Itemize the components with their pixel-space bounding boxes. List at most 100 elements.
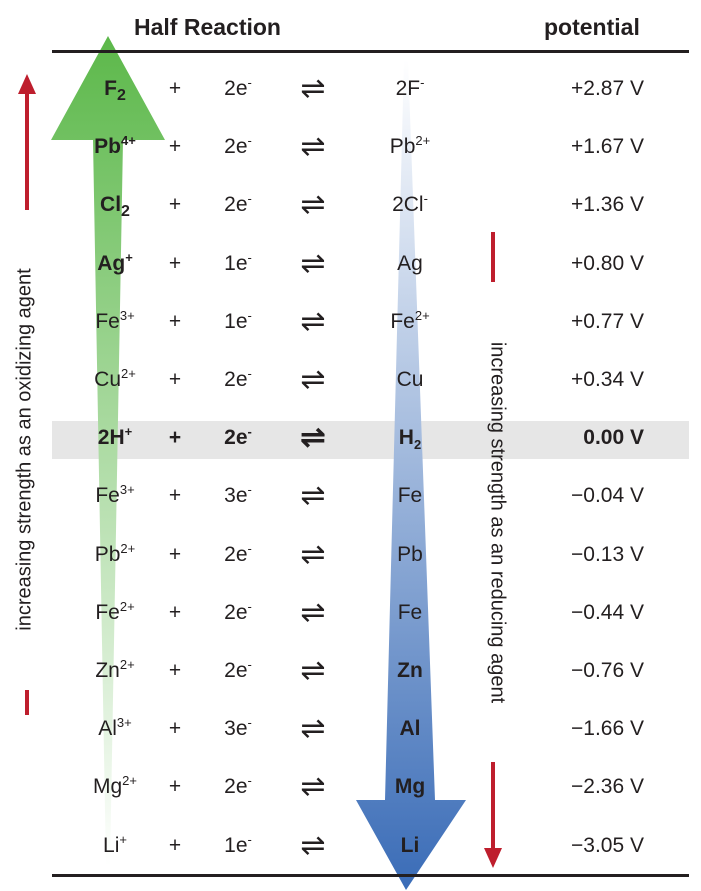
plus-sign: + [168, 426, 182, 450]
oxidizing-strength-arrow [51, 36, 165, 866]
equilibrium-arrows-icon: ⇌ [300, 130, 326, 164]
species-symbol: 2Cl [392, 193, 424, 217]
electron-count: 2e- [200, 651, 276, 691]
charge-superscript: 2+ [119, 598, 135, 614]
charge-superscript: - [423, 191, 428, 207]
reduced-species: Pb [350, 535, 470, 575]
species-symbol: Fe [95, 600, 120, 624]
reduced-species: Fe [350, 593, 470, 633]
charge-superscript: 2+ [415, 133, 431, 149]
equilibrium-arrows-icon: ⇌ [300, 770, 326, 804]
oxidized-species: 2H+ [60, 418, 170, 458]
plus-sign: + [168, 135, 182, 159]
standard-potential: −2.36 V [571, 775, 644, 799]
half-reaction-header: Half Reaction [134, 14, 281, 40]
equilibrium-arrows-icon: ⇌ [300, 421, 326, 455]
oxidized-species: Pb2+ [60, 535, 170, 575]
equilibrium-arrows-icon: ⇌ [300, 188, 326, 222]
plus-sign: + [168, 309, 182, 333]
species-symbol: H [398, 426, 414, 450]
electron-charge: - [247, 773, 252, 789]
plus-sign: + [168, 77, 182, 100]
species-symbol: Fe [95, 309, 120, 333]
species-symbol: Fe [397, 600, 423, 624]
half-reaction-row: Li+ +1e- ⇌ Li −3.05 V [0, 826, 701, 866]
standard-potential: +0.77 V [571, 309, 644, 333]
charge-superscript: 2+ [120, 540, 136, 556]
standard-potential: −0.44 V [571, 600, 644, 624]
species-symbol: Li [400, 833, 420, 857]
species-symbol: Mg [394, 775, 426, 799]
plus-sign: + [168, 484, 182, 508]
subscript: 2 [121, 203, 130, 221]
electron-charge: - [247, 191, 252, 207]
oxidized-species: Al3+ [60, 709, 170, 749]
species-symbol: Cu [396, 368, 424, 391]
electron-count: 2e- [200, 418, 276, 458]
oxidized-species: Ag+ [60, 244, 170, 284]
species-symbol: Pb [94, 542, 121, 566]
half-reaction-row: Cl2 +2e- ⇌ 2Cl- +1.36 V [0, 185, 701, 225]
species-symbol: F [104, 77, 117, 100]
top-rule [52, 50, 689, 53]
electron-label: 1e [224, 309, 248, 333]
species-symbol: 2H [97, 426, 125, 450]
electron-count: 1e- [200, 244, 276, 284]
electron-charge: - [247, 657, 252, 672]
reduced-species: Fe2+ [350, 302, 470, 342]
electron-charge: - [247, 75, 252, 90]
charge-superscript: 4+ [121, 133, 136, 149]
species-symbol: Ag [97, 251, 126, 275]
electron-count: 2e- [200, 69, 276, 109]
reducing-strength-arrow [356, 60, 466, 890]
oxidized-species: F2 [60, 69, 170, 109]
electron-label: 2e [224, 542, 248, 566]
plus-sign: + [168, 600, 182, 624]
species-symbol: Pb [94, 135, 121, 159]
electron-label: 2e [224, 426, 248, 450]
reduced-species: Ag [350, 244, 470, 284]
plus-sign: + [168, 542, 182, 566]
species-symbol: Cl [100, 193, 122, 217]
electron-charge: - [247, 133, 252, 149]
electron-label: 1e [224, 251, 248, 275]
half-reaction-row: Mg2+ +2e- ⇌ Mg −2.36 V [0, 767, 701, 807]
plus-sign: + [168, 251, 182, 275]
electron-label: 2e [224, 659, 248, 682]
half-reaction-row: 2H+ +2e- ⇌ H2 0.00 V [0, 418, 701, 458]
reduced-species: Pb2+ [350, 127, 470, 167]
plus-sign: + [168, 833, 182, 857]
electron-label: 2e [224, 600, 248, 624]
electron-label: 3e [224, 484, 248, 508]
equilibrium-arrows-icon: ⇌ [300, 479, 326, 513]
equilibrium-arrows-icon: ⇌ [300, 72, 326, 105]
standard-potential: −0.76 V [571, 659, 644, 682]
electron-count: 3e- [200, 709, 276, 749]
standard-potential: +0.80 V [571, 251, 644, 275]
reduced-species: Mg [350, 767, 470, 807]
electron-charge: - [247, 366, 252, 381]
potential-header: potential [544, 14, 640, 40]
plus-sign: + [168, 659, 182, 682]
electron-label: 2e [224, 193, 248, 217]
reduced-species: Cu [350, 360, 470, 400]
electron-label: 2e [224, 77, 248, 100]
electron-charge: - [247, 249, 252, 265]
equilibrium-arrows-icon: ⇌ [300, 828, 326, 862]
half-reaction-row: F2 +2e- ⇌ 2F- +2.87 V [0, 69, 701, 109]
species-symbol: Fe [397, 484, 423, 508]
half-reaction-row: Al3+ +3e- ⇌ Al −1.66 V [0, 709, 701, 749]
subscript: 2 [116, 87, 126, 105]
electron-label: 2e [224, 135, 248, 159]
reduced-species: Fe [350, 476, 470, 516]
half-reaction-row: Zn2+ +2e- ⇌ Zn −0.76 V [0, 651, 701, 691]
electron-count: 1e- [200, 826, 276, 866]
species-symbol: Mg [92, 775, 123, 799]
electron-count: 2e- [200, 127, 276, 167]
species-symbol: Fe [95, 484, 120, 508]
half-reaction-row: Fe3+ +3e- ⇌ Fe −0.04 V [0, 476, 701, 516]
electron-label: 2e [224, 368, 248, 391]
species-symbol: Fe [390, 309, 415, 333]
plus-sign: + [168, 717, 182, 741]
standard-potential: −0.04 V [571, 484, 644, 508]
